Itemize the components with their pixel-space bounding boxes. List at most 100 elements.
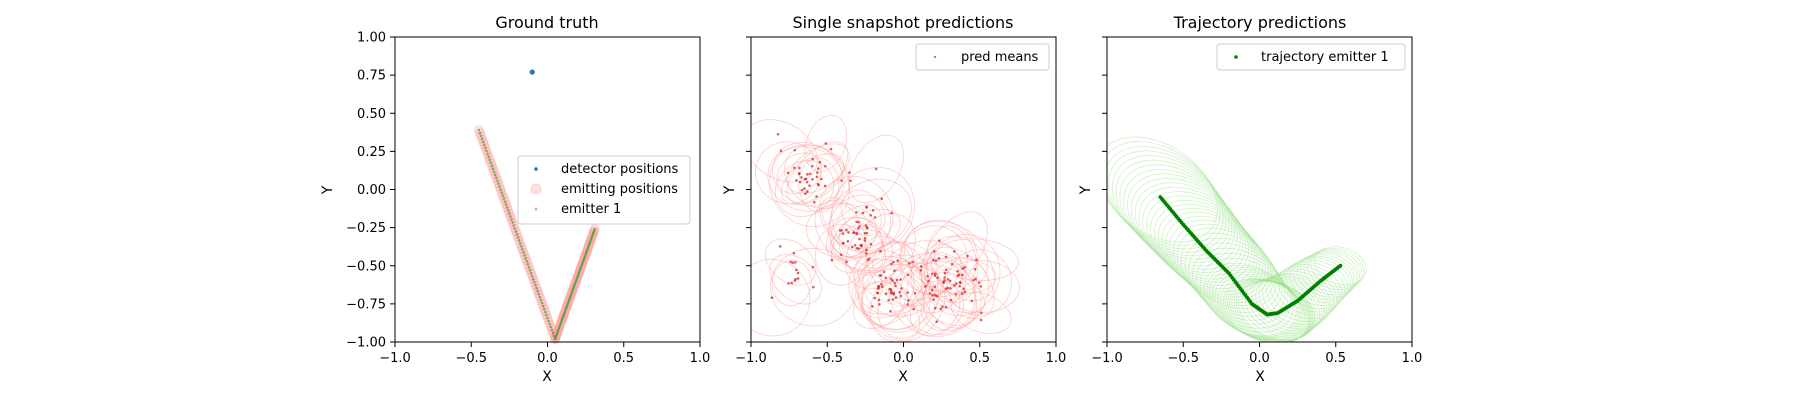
pred-mean-point [931, 258, 935, 262]
prediction-ellipse [909, 280, 961, 337]
emitter-point [492, 170, 496, 174]
pred-mean-point [919, 269, 923, 272]
trajectory-ellipse [1251, 276, 1325, 332]
trajectory-ellipse [1266, 270, 1335, 322]
pred-mean-point [838, 229, 842, 232]
emitter-point [510, 218, 513, 221]
emitter-point [499, 188, 502, 191]
pred-mean-point [906, 303, 909, 306]
emitter-point [541, 304, 545, 308]
pred-mean-point [789, 260, 792, 264]
pred-mean-point [890, 262, 893, 266]
trajectory-ellipse [1310, 247, 1365, 288]
emitter-point [482, 140, 485, 144]
trajectory-ellipse [1281, 261, 1346, 310]
pred-mean-point [893, 281, 897, 285]
pred-mean-point [975, 258, 978, 261]
legend-marker-pred [933, 55, 937, 59]
x-tick-label: 0.5 [969, 351, 990, 366]
y-axis-label: Y [722, 185, 738, 195]
pred-mean-point [870, 305, 874, 308]
pred-mean-point [803, 177, 807, 181]
pred-mean-point [945, 268, 948, 272]
prediction-ellipse [776, 152, 823, 195]
emitter-point [500, 191, 503, 194]
trajectory-ellipse [1235, 280, 1315, 341]
legend-frame [915, 43, 1050, 71]
pred-mean-point [928, 292, 932, 295]
prediction-ellipse [832, 208, 901, 258]
pred-mean-point [855, 247, 859, 250]
detector-point [529, 69, 535, 75]
pred-mean-point [778, 245, 782, 248]
pred-mean-point [953, 284, 956, 287]
pred-mean-point [829, 147, 833, 151]
pred-mean-point [896, 259, 899, 262]
prediction-ellipse [903, 220, 989, 293]
pred-mean-point [860, 245, 863, 248]
pred-mean-point [937, 257, 941, 260]
prediction-ellipse [861, 281, 920, 341]
pred-mean-point [906, 299, 910, 302]
trajectory-ellipse [1153, 203, 1261, 292]
pred-mean-point [877, 298, 881, 302]
prediction-ellipse [951, 291, 1012, 335]
chart-title: Ground truth [495, 13, 598, 32]
pred-mean-point [796, 271, 800, 275]
pred-mean-point [958, 281, 962, 284]
emitter-point [497, 182, 500, 185]
trajectory-ellipse [1142, 191, 1252, 283]
pred-mean-point [815, 195, 818, 198]
pred-mean-point [943, 276, 947, 279]
pred-mean-point [857, 220, 860, 224]
pred-mean-point [884, 276, 888, 280]
pred-mean-point [913, 291, 917, 295]
pred-mean-point [894, 284, 897, 288]
pred-mean-point [942, 281, 945, 284]
prediction-ellipse [899, 257, 976, 336]
prediction-ellipse [865, 235, 924, 306]
prediction-ellipse [819, 175, 894, 249]
prediction-ellipse [767, 146, 845, 212]
x-tick-label: −1.0 [735, 351, 767, 366]
x-tick-label: 1.0 [690, 351, 711, 366]
pred-mean-point [962, 287, 966, 291]
prediction-ellipse [861, 260, 923, 326]
trajectory-ellipse [1307, 249, 1363, 291]
trajectory-ellipse [1149, 199, 1258, 290]
emitter-point [545, 313, 548, 317]
pred-mean-point [931, 293, 934, 297]
pred-mean-point [893, 269, 896, 273]
prediction-ellipse [769, 254, 822, 305]
prediction-ellipse [922, 257, 989, 331]
pred-mean-point [878, 274, 881, 277]
prediction-ellipse [857, 255, 931, 333]
emitter-point [507, 209, 510, 212]
trajectory-ellipse [1111, 155, 1230, 257]
pred-mean-point [864, 252, 868, 255]
trajectory-ellipse [1227, 278, 1311, 342]
x-axis-label: X [542, 369, 552, 385]
pred-mean-point [949, 287, 952, 290]
prediction-ellipse [764, 238, 817, 286]
pred-mean-point [863, 236, 867, 240]
pred-mean-point [934, 259, 938, 262]
pred-mean-point [906, 273, 910, 277]
prediction-ellipse [821, 197, 887, 269]
pred-mean-point [933, 306, 937, 310]
emitter-point [550, 328, 554, 332]
trajectory-ellipse [1225, 278, 1310, 342]
pred-mean-point [793, 148, 797, 152]
emitter-point [537, 292, 540, 296]
trajectory-ellipse [1217, 273, 1306, 342]
trajectory-ellipse [1127, 173, 1241, 270]
y-tick-label: 0.25 [357, 145, 386, 160]
pred-mean-point [944, 287, 948, 290]
pred-mean-point [888, 287, 891, 291]
pred-mean-point [858, 225, 861, 228]
emitter-point [508, 212, 511, 215]
legend: detector positions emitting positions em… [517, 155, 691, 225]
prediction-ellipse [920, 282, 965, 331]
emitter-point [491, 167, 495, 171]
emitter-point [488, 158, 491, 162]
